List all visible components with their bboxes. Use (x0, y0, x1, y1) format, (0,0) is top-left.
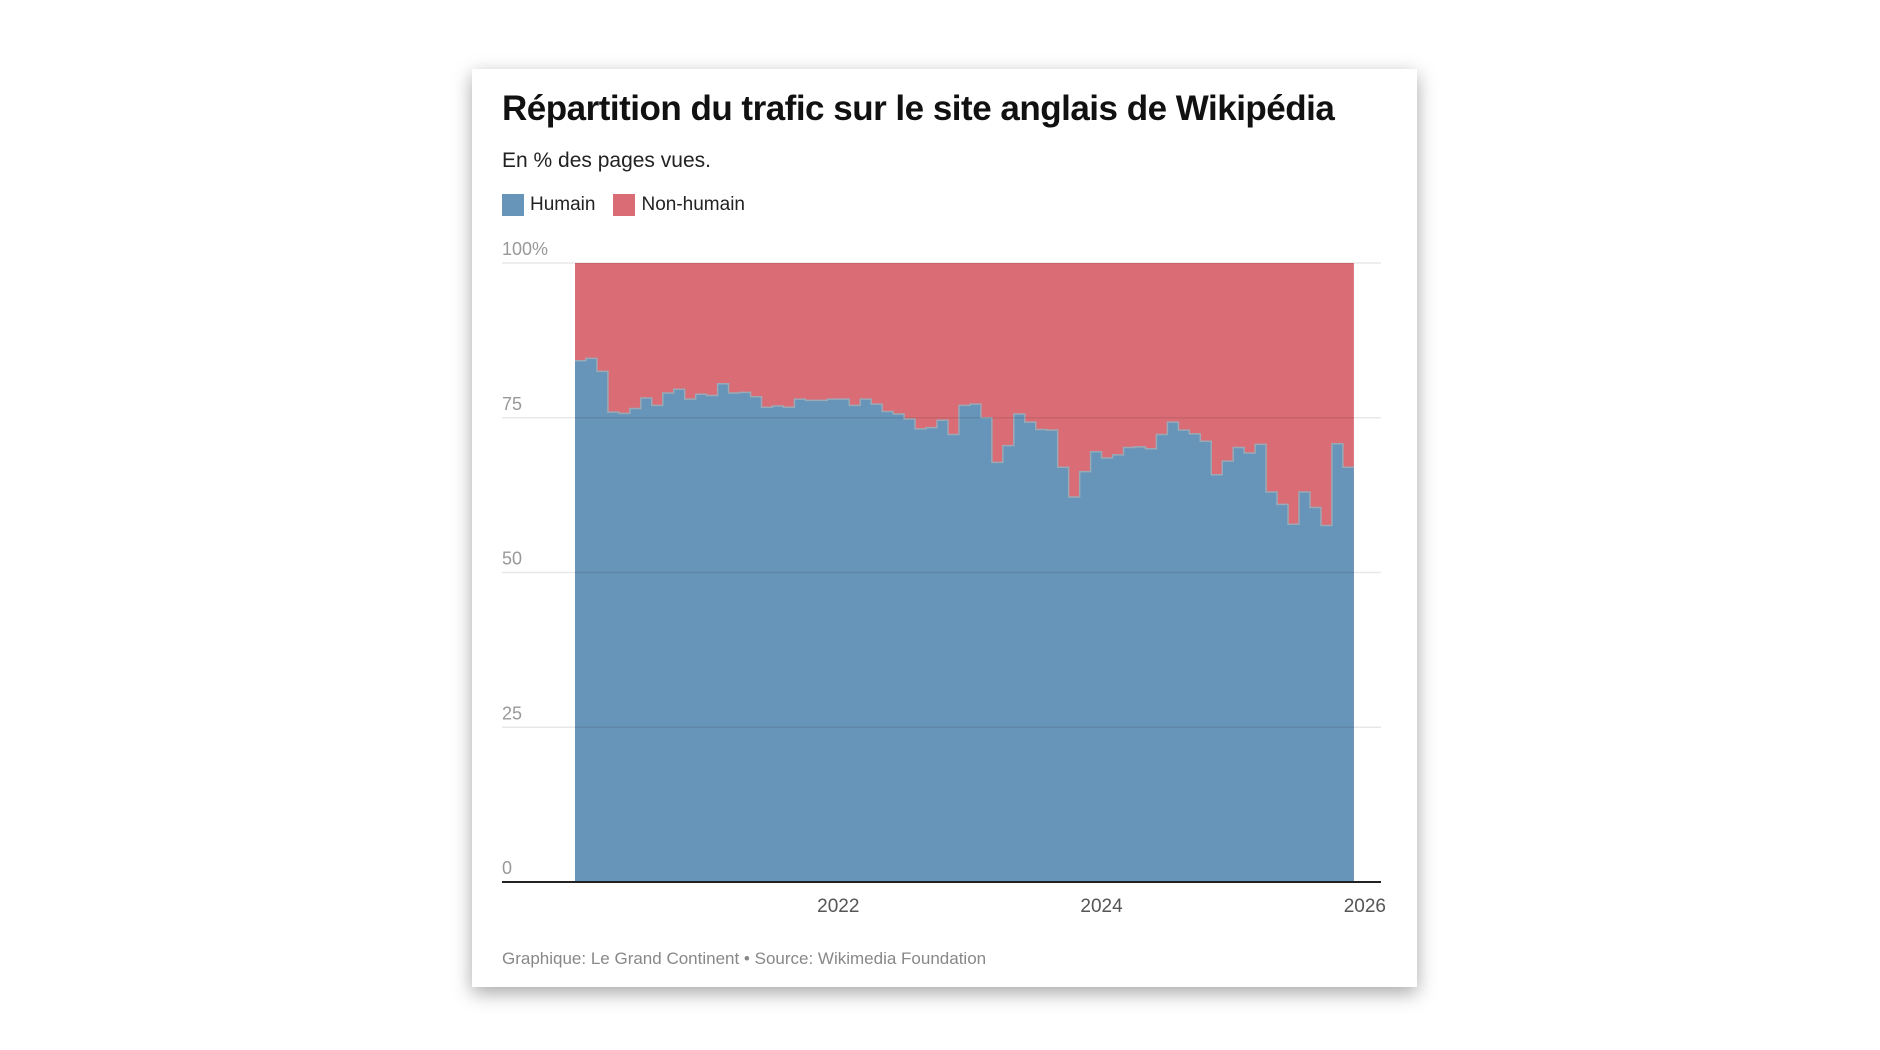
legend-swatch-non-humain (613, 194, 636, 216)
legend-swatch-humain (502, 194, 524, 216)
series-humain-area (575, 358, 1354, 882)
series-boundary-line (575, 357, 1354, 527)
x-tick-label: 2026 (1344, 896, 1386, 917)
plot-area: 0 25 50 75 100% 2022 2024 2026 (502, 239, 1386, 917)
chart-source: Graphique: Le Grand Continent • Source: … (502, 949, 987, 968)
y-tick-label: 0 (502, 858, 512, 878)
x-tick-label: 2022 (817, 896, 859, 917)
y-tick-label: 50 (502, 549, 522, 569)
y-tick-label: 75 (502, 394, 522, 414)
legend-item-humain: Humain (502, 194, 595, 216)
legend-label-non-humain: Non-humain (641, 194, 745, 215)
y-tick-label: 100% (502, 239, 548, 259)
y-tick-label: 25 (502, 703, 522, 723)
x-tick-label: 2024 (1080, 896, 1123, 917)
chart-subtitle: En % des pages vues. (502, 149, 711, 172)
legend-item-non-humain: Non-humain (613, 194, 745, 216)
chart-card: Répartition du trafic sur le site anglai… (472, 69, 1417, 987)
chart-title: Répartition du trafic sur le site anglai… (502, 89, 1335, 128)
legend: Humain Non-humain (502, 194, 745, 216)
legend-label-humain: Humain (530, 194, 596, 215)
